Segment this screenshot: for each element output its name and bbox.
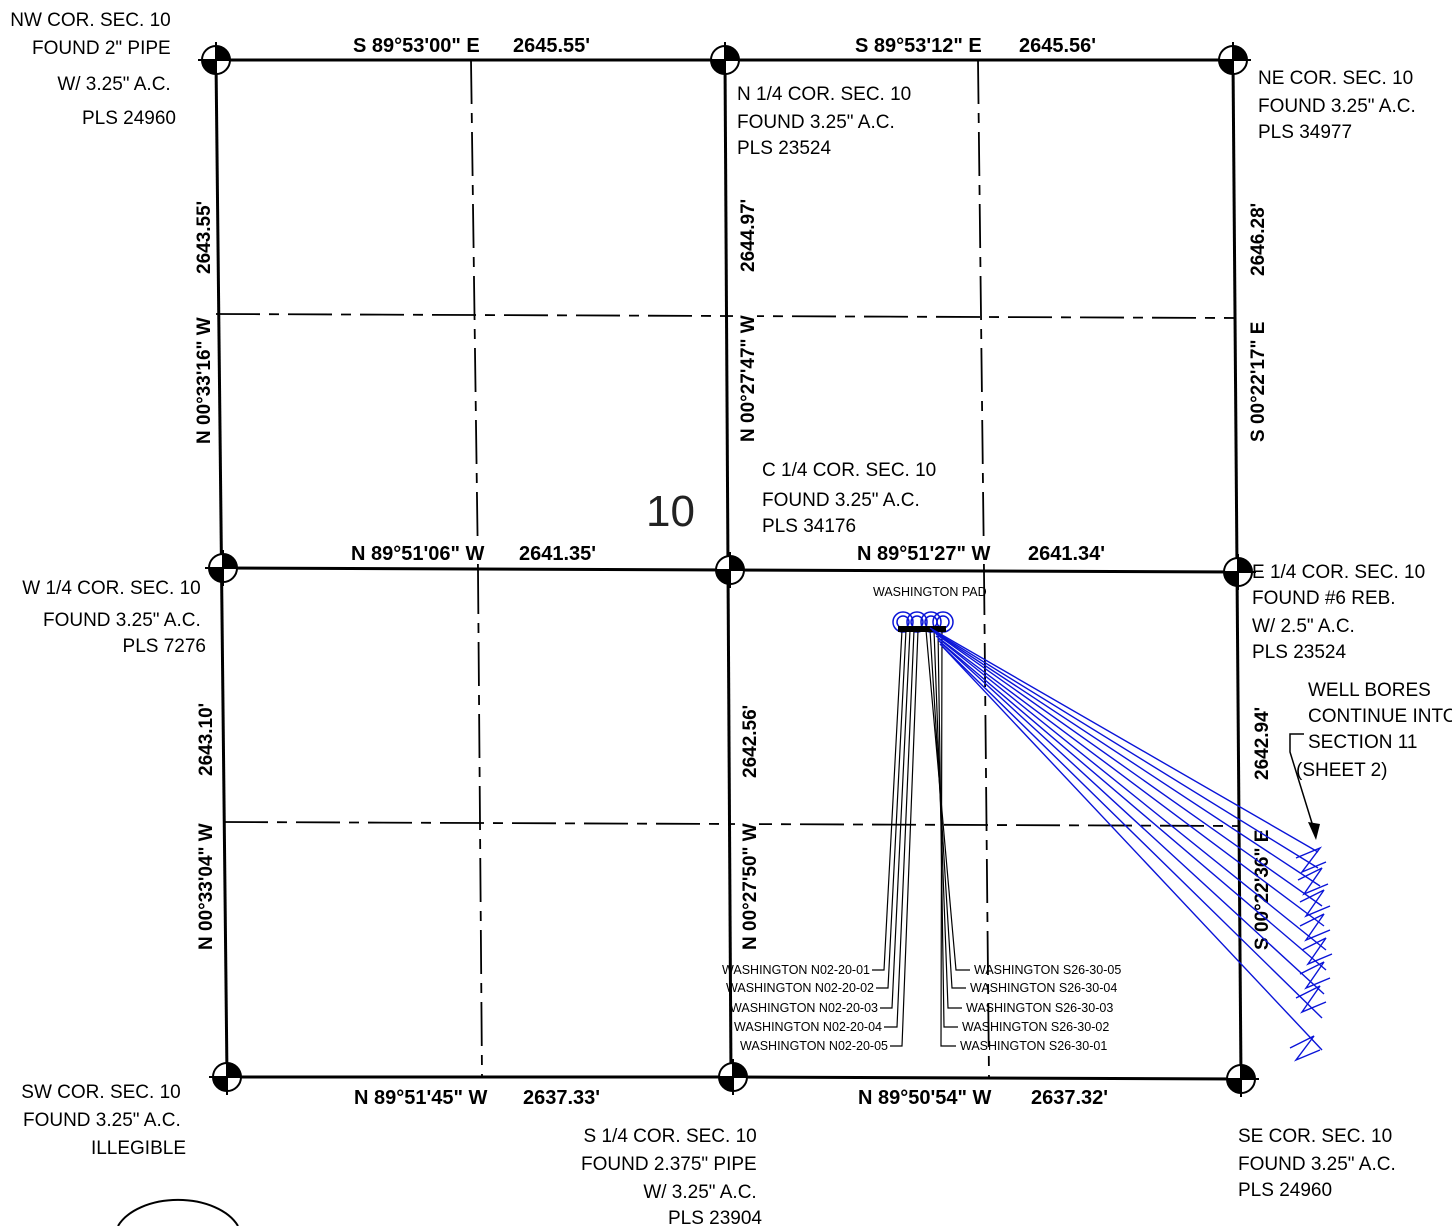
well-label-s26-30-02: WASHINGTON S26-30-02 — [962, 1020, 1109, 1034]
east-lower-distance: 2642.94' — [1252, 707, 1273, 780]
south-well-bores — [925, 629, 970, 1047]
sw-corner-label: SW COR. SEC. 10 FOUND 3.25" A.C. ILLEGIB… — [21, 1082, 186, 1159]
vertical-callouts: 2643.55' N 00°33'16" W 2643.10' N 00°33'… — [190, 188, 1273, 952]
sw-monument-icon — [209, 1059, 245, 1095]
well-label-s26-30-05: WASHINGTON S26-30-05 — [974, 963, 1121, 977]
continuation-note: WELL BORES CONTINUE INTO SECTION 11 (SHE… — [1296, 680, 1452, 781]
north-east-distance: 2645.56' — [1019, 35, 1096, 57]
east-upper-bearing: S 00°22'17" E — [1248, 322, 1269, 442]
well-bore-note: WELL BORES CONTINUE INTO SECTION 11 (SHE… — [1289, 680, 1452, 840]
south-east-distance: 2637.32' — [1031, 1087, 1108, 1109]
e-quarter-monument-icon — [1220, 554, 1256, 590]
pad-label: WASHINGTON PAD — [873, 585, 987, 599]
c-quarter-corner-label: C 1/4 COR. SEC. 10 FOUND 3.25" A.C. PLS … — [762, 460, 942, 537]
west-north-sixteenth-line — [470, 59, 479, 571]
sheet-symbol-icon — [117, 1198, 239, 1226]
corner-labels: NW COR. SEC. 10 FOUND 2" PIPE W/ 3.25" A… — [10, 10, 1430, 1226]
n-quarter-monument-icon — [707, 42, 743, 78]
upper-sixteenth-line — [215, 313, 1237, 319]
well-label-s26-30-03: WASHINGTON S26-30-03 — [966, 1001, 1113, 1015]
c-quarter-monument-icon — [712, 552, 748, 588]
corner-monuments — [198, 42, 1259, 1097]
se-monument-icon — [1223, 1061, 1259, 1097]
ne-corner-label: NE COR. SEC. 10 FOUND 3.25" A.C. PLS 349… — [1258, 68, 1421, 143]
well-label-n02-20-05: WASHINGTON N02-20-05 — [740, 1039, 888, 1053]
nw-corner-label: NW COR. SEC. 10 FOUND 2" PIPE W/ 3.25" A… — [10, 10, 176, 129]
well-label-n02-20-04: WASHINGTON N02-20-04 — [734, 1020, 882, 1034]
mid-west-bearing: N 89°51'06" W — [351, 543, 485, 565]
west-upper-bearing: N 00°33'16" W — [194, 317, 215, 444]
ne-monument-icon — [1215, 42, 1251, 78]
west-south-sixteenth-line — [477, 569, 483, 1078]
well-label-n02-20-01: WASHINGTON N02-20-01 — [722, 963, 870, 977]
mid-west-distance: 2641.35' — [519, 543, 596, 565]
n-quarter-corner-label: N 1/4 COR. SEC. 10 FOUND 3.25" A.C. PLS … — [737, 84, 917, 159]
nw-monument-icon — [198, 42, 234, 78]
south-east-bearing: N 89°50'54" W — [858, 1087, 992, 1109]
center-upper-distance: 2644.97' — [738, 199, 759, 272]
west-lower-bearing: N 00°33'04" W — [196, 823, 217, 950]
pad-well-icons — [892, 611, 954, 633]
well-label-s26-30-01: WASHINGTON S26-30-01 — [960, 1039, 1107, 1053]
north-west-bearing: S 89°53'00" E — [353, 35, 480, 57]
west-lower-distance: 2643.10' — [196, 703, 217, 776]
lower-sixteenth-line — [223, 821, 1241, 827]
center-lower-bearing: N 00°27'50" W — [740, 823, 761, 950]
north-well-bores — [872, 629, 919, 1047]
east-north-sixteenth-line — [977, 59, 985, 572]
north-east-bearing: S 89°53'12" E — [855, 35, 982, 57]
east-south-sixteenth-line — [983, 570, 990, 1079]
east-well-bores — [929, 627, 1333, 1062]
s-quarter-monument-icon — [715, 1059, 751, 1095]
south-well-labels: WASHINGTON S26-30-05 WASHINGTON S26-30-0… — [960, 963, 1121, 1053]
center-upper-bearing: N 00°27'47" W — [738, 315, 759, 442]
north-west-distance: 2645.55' — [513, 35, 590, 57]
w-quarter-corner-label: W 1/4 COR. SEC. 10 FOUND 3.25" A.C. PLS … — [22, 578, 206, 657]
north-well-labels: WASHINGTON N02-20-01 WASHINGTON N02-20-0… — [722, 963, 888, 1053]
mid-east-distance: 2641.34' — [1028, 543, 1105, 565]
west-upper-distance: 2643.55' — [194, 201, 215, 274]
well-label-s26-30-04: WASHINGTON S26-30-04 — [970, 981, 1117, 995]
center-lower-distance: 2642.56' — [740, 705, 761, 778]
east-upper-distance: 2646.28' — [1248, 203, 1269, 276]
sixteenth-lines — [215, 59, 1241, 1079]
south-west-bearing: N 89°51'45" W — [354, 1087, 488, 1109]
horizontal-callouts: S 89°53'00" E 2645.55' S 89°53'12" E 264… — [346, 34, 1120, 1109]
w-quarter-monument-icon — [205, 550, 241, 586]
mid-east-bearing: N 89°51'27" W — [857, 543, 991, 565]
e-quarter-corner-label: E 1/4 COR. SEC. 10 FOUND #6 REB. W/ 2.5"… — [1252, 562, 1430, 663]
well-label-n02-20-03: WASHINGTON N02-20-03 — [730, 1001, 878, 1015]
note-leader-arrow-icon — [1289, 733, 1317, 837]
se-corner-label: SE COR. SEC. 10 FOUND 3.25" A.C. PLS 249… — [1238, 1126, 1401, 1201]
washington-pad: WASHINGTON PAD — [722, 585, 1333, 1062]
s-quarter-corner-label: S 1/4 COR. SEC. 10 FOUND 2.375" PIPE W/ … — [581, 1126, 762, 1226]
section-number: 10 — [646, 487, 695, 536]
south-west-distance: 2637.33' — [523, 1087, 600, 1109]
well-label-n02-20-02: WASHINGTON N02-20-02 — [726, 981, 874, 995]
